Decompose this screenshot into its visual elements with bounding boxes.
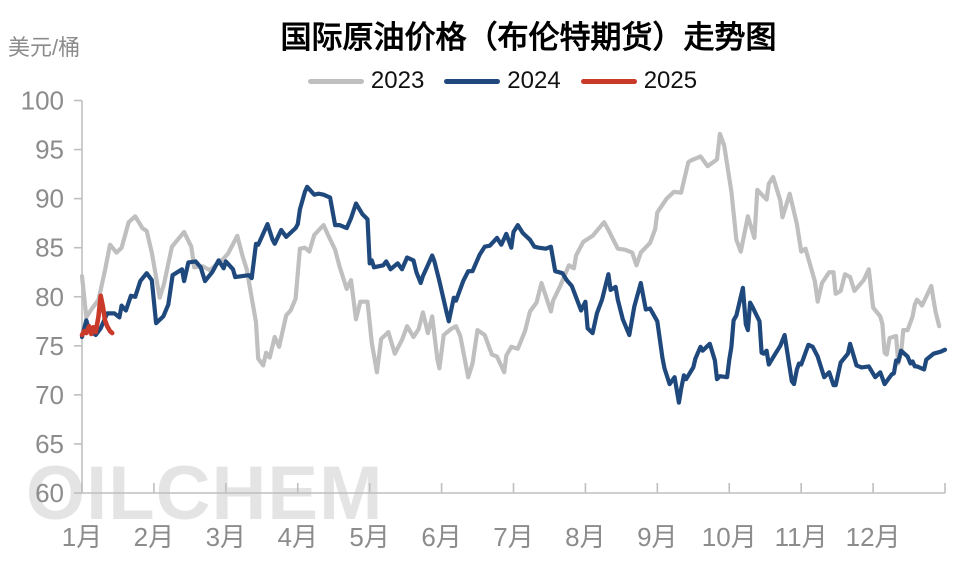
- legend-item-2024: 2024: [444, 67, 561, 95]
- y-tick-label: 65: [35, 429, 64, 459]
- x-tick-label: 7月: [493, 522, 533, 552]
- legend-swatch-2025: [580, 78, 637, 84]
- x-tick-label: 4月: [278, 522, 318, 552]
- x-tick-label: 11月: [775, 522, 828, 552]
- legend-swatch-2024: [444, 78, 501, 84]
- chart-title: 国际原油价格（布伦特期货）走势图: [280, 20, 777, 55]
- x-tick-label: 2月: [134, 522, 174, 552]
- x-tick-label: 8月: [565, 522, 605, 552]
- legend-label-2024: 2024: [507, 67, 561, 94]
- x-tick-label: 5月: [349, 522, 389, 552]
- y-tick-label: 80: [35, 282, 64, 312]
- x-tick-label: 9月: [637, 522, 677, 552]
- legend-label-2023: 2023: [370, 67, 425, 94]
- legend: 2023 2024 2025: [60, 66, 945, 96]
- y-axis-unit-label: 美元/桶: [8, 35, 81, 60]
- x-tick-label: 1月: [62, 522, 102, 552]
- y-tick-label: 95: [35, 135, 64, 165]
- y-tick-label: 85: [35, 233, 64, 263]
- y-tick-label: 70: [35, 380, 64, 410]
- x-tick-label: 3月: [206, 522, 246, 552]
- legend-label-2025: 2025: [643, 67, 698, 94]
- y-tick-label: 90: [35, 184, 64, 214]
- series-line-2025: [79, 293, 115, 338]
- x-tick-label: 10月: [702, 522, 757, 552]
- legend-item-2023: 2023: [307, 67, 425, 95]
- legend-item-2025: 2025: [580, 67, 698, 95]
- x-tick-label: 6月: [421, 522, 461, 552]
- series-line-2023: [79, 131, 942, 380]
- x-tick-label: 12月: [846, 522, 901, 552]
- y-tick-label: 75: [35, 331, 64, 361]
- series-line-2024: [79, 184, 948, 405]
- legend-swatch-2023: [307, 78, 364, 84]
- y-tick-label: 60: [35, 478, 64, 508]
- y-tick-label: 100: [21, 86, 64, 116]
